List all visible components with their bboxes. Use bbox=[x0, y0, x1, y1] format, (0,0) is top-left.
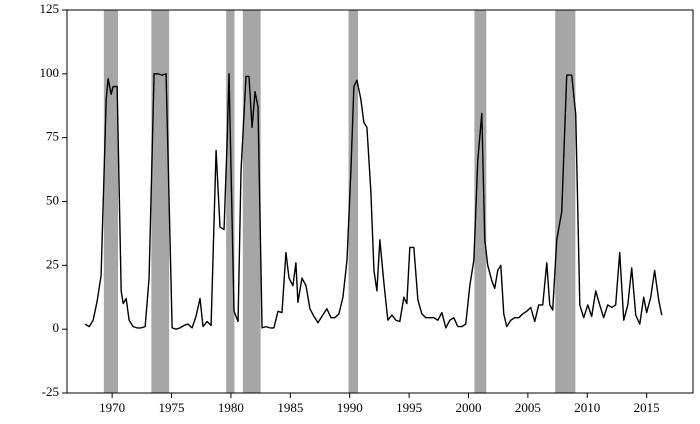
x-tick-label: 2005 bbox=[515, 400, 541, 415]
recession-band bbox=[348, 10, 359, 393]
recession-band bbox=[474, 10, 487, 393]
data-line bbox=[84, 73, 663, 330]
y-tick-label: 100 bbox=[40, 65, 60, 80]
x-tick-label: 1995 bbox=[396, 400, 422, 415]
x-tick-label: 2000 bbox=[455, 400, 481, 415]
x-tick-label: 2010 bbox=[574, 400, 600, 415]
recession-band bbox=[151, 10, 170, 393]
recession-band bbox=[103, 10, 119, 393]
y-tick-label: 50 bbox=[46, 192, 59, 207]
x-tick-label: 1990 bbox=[337, 400, 363, 415]
x-tick-label: 1980 bbox=[218, 400, 244, 415]
x-tick-label: 1975 bbox=[159, 400, 185, 415]
recession-band bbox=[226, 10, 235, 393]
recession-band bbox=[555, 10, 576, 393]
y-tick-label: 0 bbox=[53, 320, 60, 335]
y-tick-label: 125 bbox=[40, 1, 60, 16]
y-tick-label: -25 bbox=[42, 384, 59, 399]
x-tick-label: 2015 bbox=[634, 400, 660, 415]
recession-band bbox=[242, 10, 261, 393]
x-tick-label: 1970 bbox=[99, 400, 125, 415]
y-tick-label: 75 bbox=[46, 129, 59, 144]
x-tick-label: 1985 bbox=[277, 400, 303, 415]
y-tick-label: 25 bbox=[46, 256, 59, 271]
